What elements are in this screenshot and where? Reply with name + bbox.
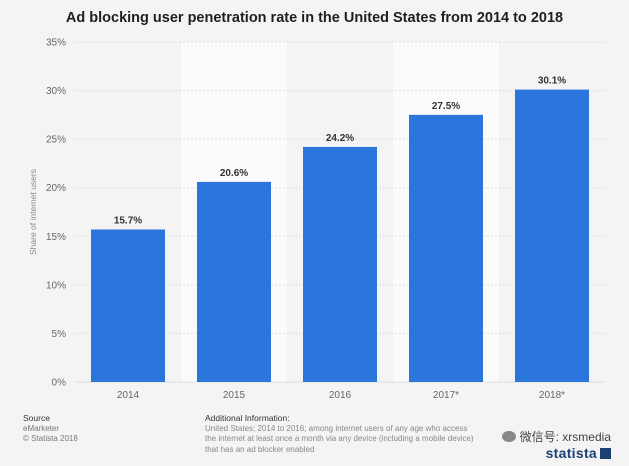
chart-title: Ad blocking user penetration rate in the… bbox=[65, 10, 564, 26]
y-tick-label: 35% bbox=[46, 38, 66, 49]
x-tick-label: 2017* bbox=[433, 390, 459, 401]
x-tick-label: 2018* bbox=[539, 390, 565, 401]
data-label: 27.5% bbox=[432, 101, 460, 112]
copyright: © Statista 2018 bbox=[23, 434, 78, 443]
bar-chart: 15.7% 20.6% 24.2% 27.5% 30.1% 0% 5% 10% 15% 20% 2… bbox=[28, 38, 605, 401]
additional-info-block: Additional Information: United States; 2… bbox=[205, 413, 475, 455]
data-label: 30.1% bbox=[538, 76, 566, 87]
source-block: Source eMarketer © Statista 2018 bbox=[23, 413, 78, 445]
x-tick-label: 2014 bbox=[117, 390, 140, 401]
data-label: 24.2% bbox=[326, 133, 354, 144]
source-header: Source bbox=[23, 413, 50, 423]
bar-2016[interactable] bbox=[303, 146, 377, 382]
y-tick-label: 5% bbox=[52, 329, 67, 340]
wechat-icon bbox=[501, 431, 516, 442]
additional-info-header: Additional Information: bbox=[205, 413, 290, 423]
y-tick-label: 30% bbox=[46, 86, 66, 97]
wechat-id: 微信号: xrsmedia bbox=[519, 430, 611, 444]
bar-2015[interactable] bbox=[197, 181, 271, 382]
bar-2018[interactable] bbox=[515, 89, 589, 382]
bar-2017[interactable] bbox=[409, 114, 483, 382]
branding: 微信号: xrsmedia statista bbox=[501, 428, 611, 461]
statista-logo-text[interactable]: statista bbox=[545, 445, 597, 461]
x-tick-label: 2016 bbox=[329, 390, 352, 401]
statista-logo-icon bbox=[600, 448, 611, 459]
y-tick-label: 10% bbox=[46, 280, 66, 291]
additional-info-text: United States; 2014 to 2016; among inter… bbox=[205, 423, 474, 454]
x-tick-label: 2015 bbox=[223, 390, 246, 401]
data-label: 20.6% bbox=[220, 168, 248, 179]
y-axis-title: Share of internet users bbox=[28, 169, 38, 255]
y-tick-label: 20% bbox=[46, 183, 66, 194]
source-link[interactable]: eMarketer bbox=[23, 423, 60, 433]
y-tick-label: 15% bbox=[46, 232, 66, 243]
y-tick-label: 25% bbox=[46, 135, 66, 146]
y-tick-label: 0% bbox=[52, 378, 67, 389]
data-label: 15.7% bbox=[114, 215, 142, 226]
bar-2014[interactable] bbox=[91, 229, 165, 382]
